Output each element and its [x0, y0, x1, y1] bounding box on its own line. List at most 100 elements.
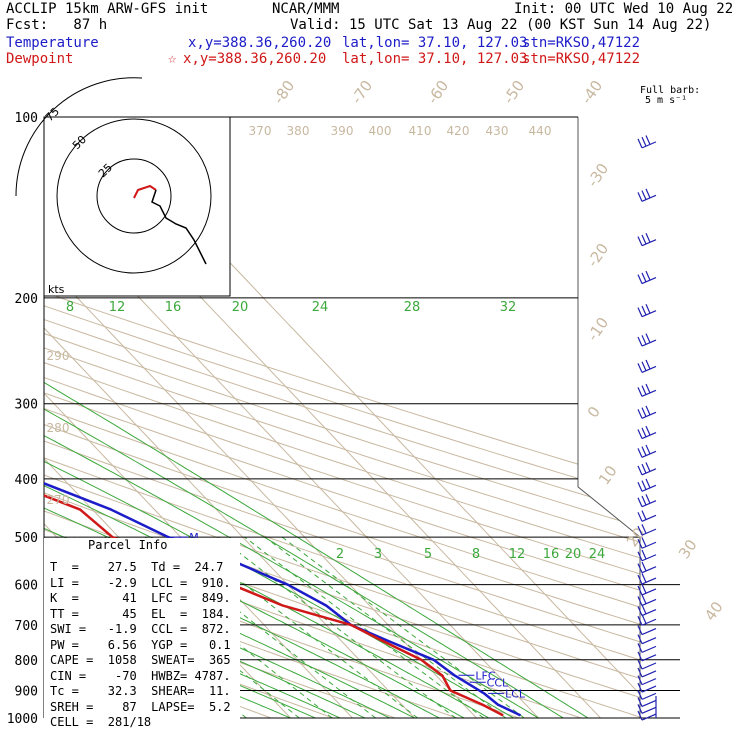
wind-barb	[637, 510, 657, 522]
wind-barb	[637, 233, 657, 247]
wind-barb	[637, 675, 657, 686]
wind-barb	[637, 625, 657, 636]
theta-label: 390	[331, 124, 354, 138]
wind-barb	[637, 270, 657, 285]
isotherm-label: -10	[584, 314, 613, 344]
moist-adiabat-label: 28	[404, 300, 421, 315]
mixing-ratio-label: 3	[374, 547, 382, 562]
mixing-ratio-label: 5	[424, 547, 432, 562]
dry-adiabat-line	[44, 117, 640, 718]
mixing-ratio-label: 12	[509, 547, 526, 562]
mixing-ratio-label: 24	[589, 547, 606, 562]
wind-barb	[637, 690, 657, 700]
isotherm-label: 10	[595, 462, 621, 488]
wind-barb	[637, 478, 657, 492]
mixing-ratio-line	[218, 536, 456, 718]
pressure-tick-label: 200	[15, 292, 38, 307]
pressure-tick-label: 300	[15, 398, 38, 413]
wind-barb	[637, 659, 657, 670]
wind-barb	[637, 634, 657, 645]
wind-barb	[637, 537, 657, 549]
dry-adiabat-line	[44, 117, 640, 718]
isotherm-label: -20	[584, 240, 613, 270]
isotherm-line	[44, 117, 477, 718]
moist-adiabat-label: 32	[500, 300, 517, 315]
wind-barb	[637, 494, 657, 508]
parcel-info-row: TT = 45 EL = 184.	[50, 606, 231, 621]
wind-barb	[637, 682, 657, 693]
star-icon: ☆	[168, 51, 177, 67]
dry-adiabat-line	[44, 117, 640, 718]
wind-barb	[637, 444, 657, 458]
parcel-info-row: SWI = -1.9 CCL = 872.	[50, 622, 231, 636]
theta-label: 280	[47, 421, 70, 435]
center-label: NCAR/MMM	[272, 1, 340, 17]
moist-adiabat-label: 16	[165, 300, 182, 315]
isotherm-label: -40	[578, 77, 607, 107]
wind-barb	[637, 651, 657, 662]
dry-adiabat-line	[44, 117, 640, 718]
wind-barb	[637, 667, 657, 678]
dewpoint-trace	[44, 117, 504, 717]
isotherm-label: 30	[675, 536, 701, 562]
hodograph-ring	[96, 158, 172, 234]
mixing-ratio-label: 8	[472, 547, 480, 562]
wind-barb	[637, 524, 657, 536]
dry-adiabat-line	[44, 117, 640, 718]
parcel-info-row: Tc = 32.3 SHEAR= 11.	[50, 684, 231, 698]
theta-label: 440	[529, 124, 552, 138]
parcel-info-row: K = 41 LFC = 849.	[50, 591, 231, 605]
dry-adiabat-line	[44, 117, 396, 718]
wind-barb	[637, 405, 657, 419]
isotherm-label: -60	[424, 77, 453, 107]
parcel-info-row: CIN = -70 HWBZ= 4787.	[50, 668, 231, 683]
dry-adiabat-line	[44, 117, 640, 718]
wind-barb	[637, 643, 657, 653]
wind-barb	[637, 425, 657, 440]
dry-adiabat-line	[44, 117, 640, 718]
wind-barb	[637, 304, 657, 318]
mixing-ratio-label: 2	[336, 547, 344, 562]
wind-barb	[637, 704, 657, 714]
mixing-ratio-line	[244, 536, 484, 718]
wind-barb	[637, 594, 657, 607]
moist-adiabat-label: 12	[109, 300, 126, 315]
pressure-tick-label: 400	[15, 473, 38, 488]
theta-label: 410	[409, 124, 432, 138]
mixing-ratio-line	[264, 536, 507, 718]
wind-barb	[637, 549, 657, 562]
parcel-info-title: Parcel Info	[88, 538, 168, 552]
wind-barb	[637, 573, 657, 585]
isotherm-line	[44, 117, 539, 718]
isotherm-label: 0	[584, 403, 604, 421]
dry-adiabat-line	[44, 117, 640, 718]
parcel-info-row: SREH = 87 LAPSE= 5.2	[50, 699, 231, 714]
hodograph-ring	[15, 77, 143, 197]
isotherm-line	[44, 117, 415, 718]
parcel-info-panel: Parcel Info T = 27.5 Td = 24.7 LI = -2.9 …	[44, 538, 240, 730]
theta-label: 290	[47, 349, 70, 363]
pressure-tick-label: 100	[15, 111, 38, 126]
wind-barb	[637, 697, 657, 708]
dewpoint-legend: Dewpoint	[6, 51, 74, 67]
parcel-info-row: PW = 6.56 YGP = 0.1	[50, 637, 231, 652]
temperature-xy: x,y=388.36,260.20	[188, 35, 332, 51]
dry-adiabat-line	[44, 117, 640, 718]
mixing-ratio-line	[183, 536, 418, 718]
pressure-tick-label: 500	[15, 531, 38, 546]
wind-barb	[637, 359, 657, 373]
dewpoint-xy: x,y=388.36,260.20	[183, 51, 327, 67]
wind-barb	[637, 710, 657, 721]
dewpoint-station: stn=RKSO,47122	[522, 51, 641, 67]
pressure-tick-label: 900	[15, 684, 38, 699]
isotherm-label: 40	[701, 598, 727, 624]
wind-barb	[637, 614, 657, 626]
wind-barb	[637, 584, 657, 596]
dewpoint-latlon: lat,lon= 37.10, 127.03	[342, 51, 528, 67]
isotherm-line	[91, 117, 640, 718]
temperature-station: stn=RKSO,47122	[522, 35, 641, 51]
moist-adiabat-label: 20	[232, 300, 249, 315]
hodograph-trace-upper	[133, 184, 157, 199]
wind-barb	[637, 333, 657, 347]
